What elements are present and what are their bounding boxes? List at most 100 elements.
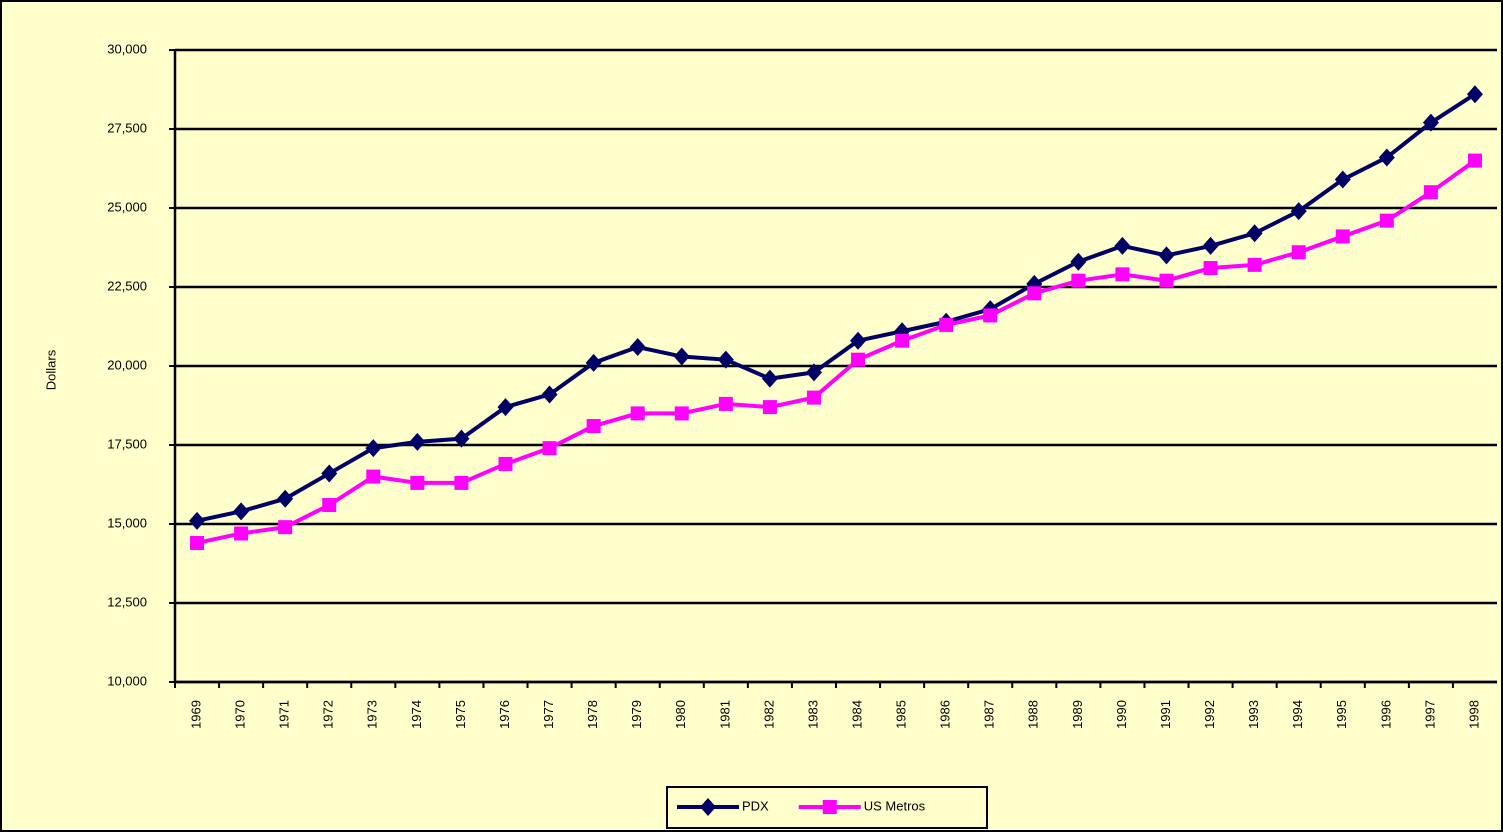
data-point [1114,236,1131,255]
data-point [1203,261,1218,276]
data-point [454,475,469,490]
x-tick-label: 1973 [365,700,380,729]
legend-marker [700,798,716,816]
y-tick-label: 12,500 [107,594,147,609]
data-point [1070,252,1087,271]
x-tick-label: 1978 [585,700,600,729]
data-point [983,308,998,323]
data-point [1379,213,1394,228]
x-tick-label: 1991 [1158,700,1173,729]
data-point [717,350,734,369]
data-point [895,333,910,348]
data-point [321,464,338,483]
x-tick-label: 1984 [849,700,864,729]
data-point [1027,286,1042,301]
data-point [1467,153,1482,168]
x-tick-label: 1983 [805,700,820,729]
data-point [805,363,822,382]
data-point [233,502,250,521]
data-point [409,432,426,451]
x-tick-label: 1980 [673,700,688,729]
data-point [851,352,866,367]
x-tick-label: 1977 [541,700,556,729]
data-point [1247,257,1262,272]
data-point [629,338,646,357]
data-point [850,331,867,350]
legend: PDX US Metros [666,786,988,829]
x-tick-label: 1997 [1422,700,1437,729]
data-point [674,406,689,421]
legend-label: US Metros [864,798,926,813]
data-point [541,385,558,404]
x-tick-label: 1995 [1334,700,1349,729]
data-point [762,400,777,415]
data-point [673,347,690,366]
x-tick-label: 1990 [1114,700,1129,729]
data-point [585,353,602,372]
x-tick-label: 1972 [321,700,336,729]
data-point [1290,202,1307,221]
data-point [498,456,513,471]
data-point [1335,229,1350,244]
y-tick-label: 25,000 [107,199,147,214]
x-tick-label: 1987 [982,700,997,729]
y-tick-label: 27,500 [107,120,147,135]
data-point [366,469,381,484]
x-tick-label: 1974 [409,700,424,729]
x-tick-label: 1996 [1378,700,1393,729]
y-axis-label: Dollars [43,349,58,390]
data-point [190,535,205,550]
data-point [1378,148,1395,167]
y-tick-label: 10,000 [107,673,147,688]
data-point [410,475,425,490]
x-tick-label: 1986 [938,700,953,729]
legend-marker [822,800,837,814]
y-tick-label: 30,000 [107,41,147,56]
x-tick-label: 1989 [1070,700,1085,729]
data-point [806,390,821,405]
data-point [1159,273,1174,288]
y-tick-label: 22,500 [107,278,147,293]
data-point [1291,245,1306,260]
x-tick-label: 1985 [894,700,909,729]
data-point [1422,113,1439,132]
x-tick-label: 1988 [1026,700,1041,729]
data-point [234,526,249,541]
data-point [189,511,206,530]
data-point [586,419,601,434]
data-point [630,406,645,421]
data-point [761,369,778,388]
x-tick-label: 1969 [188,700,203,729]
x-tick-label: 1971 [277,700,292,729]
data-point [939,317,954,332]
data-point [718,396,733,411]
data-point [1246,224,1263,243]
series-line [196,158,1477,545]
data-point [1334,170,1351,189]
data-point [1115,267,1130,282]
x-tick-label: 1992 [1202,700,1217,729]
legend-label: PDX [742,798,769,813]
data-point [277,489,294,508]
x-tick-label: 1970 [233,700,248,729]
data-point [278,520,293,535]
x-tick-label: 1993 [1246,700,1261,729]
data-point [1423,185,1438,200]
series-line [196,92,1477,523]
y-tick-label: 20,000 [107,357,147,372]
x-tick-label: 1998 [1466,700,1481,729]
data-point [322,498,337,513]
data-point [365,439,382,458]
y-tick-label: 17,500 [107,436,147,451]
x-tick-label: 1994 [1290,700,1305,729]
y-tick-label: 15,000 [107,515,147,530]
x-tick-label: 1976 [497,700,512,729]
data-point [453,429,470,448]
x-tick-label: 1981 [717,700,732,729]
data-point [1202,236,1219,255]
data-point [542,441,557,456]
data-point [497,398,514,417]
x-tick-label: 1975 [453,700,468,729]
